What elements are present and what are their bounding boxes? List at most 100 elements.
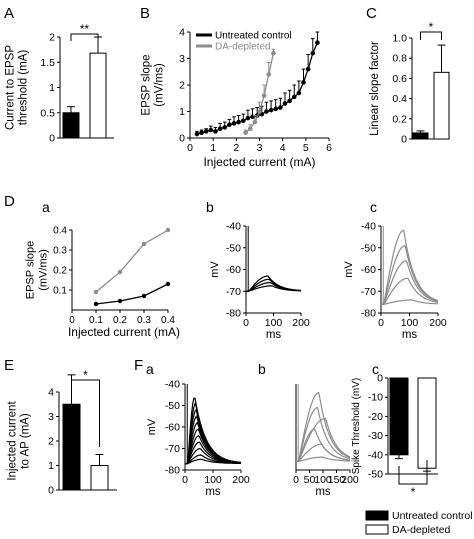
chart-Da-xtick-label: 0 <box>69 315 75 326</box>
chart-C-ytick-label: 0 <box>401 134 407 146</box>
chart-Da-ylabel: EPSP slope <box>25 241 37 300</box>
chart-Da-series-depleted-point <box>165 227 171 233</box>
chart-Fb-xtick-label: 50 <box>304 474 316 486</box>
figure-legend: Untreated control DA-depleted <box>365 510 473 536</box>
chart-Fb-trace <box>296 456 350 462</box>
chart-Dc-depleted-traces: -40 -50 -60 -70 -800 100 200 mV ms <box>343 221 447 342</box>
chart-Da-ytick-label: 0.4 <box>53 226 67 237</box>
chart-B-xtick-label: 3 <box>257 142 263 154</box>
chart-Db-ytick-label: -60 <box>226 264 241 276</box>
chart-B-series-control-point <box>231 121 237 126</box>
chart-B-series-control-point <box>273 106 279 112</box>
chart-A-ytick-label: 0.5 <box>40 107 55 119</box>
chart-Da-epsp-slope: 0.1 0.2 0.3 0.4 0 0.1 0.2 0.3 0.4 EPSP slope (mV/m… <box>25 226 181 340</box>
chart-E-ytick-label: 1 <box>48 460 54 472</box>
chart-C-bar-control <box>412 132 429 140</box>
panel-label-C: C <box>366 5 377 22</box>
panel-label-Db: b <box>206 199 214 215</box>
chart-B-series-control-point <box>282 101 288 106</box>
chart-C-bar-depleted <box>433 71 450 140</box>
chart-B-xlabel: Injected current (mA) <box>203 155 315 169</box>
chart-Da-series-depleted-point <box>117 269 123 275</box>
chart-B-series-control-point <box>315 40 320 45</box>
chart-Dc-ytick-label: -70 <box>361 286 376 298</box>
chart-B-series-depleted-point <box>266 72 272 77</box>
chart-Fa-xtick-label: 100 <box>204 474 222 486</box>
chart-Fc-sig-marker: * <box>411 485 416 499</box>
chart-B-ytick-label: 2 <box>179 80 185 92</box>
chart-B-xtick-label: 5 <box>303 142 309 154</box>
chart-B-ylabel: EPSP slope <box>141 54 153 115</box>
chart-E-ytick-label: 3 <box>48 411 54 423</box>
chart-Da-series-control-point <box>141 293 147 299</box>
chart-Da-ytick-label: 0.3 <box>53 246 67 257</box>
chart-B-series-control-point <box>291 94 297 100</box>
chart-Fc-ytick-label: -20 <box>368 411 383 423</box>
chart-Da-series-depleted-point <box>93 289 99 295</box>
chart-Db-control-traces: -40 -50 -60 -70 -800 100 200 mV ms <box>209 221 310 342</box>
chart-Fb-trace <box>296 391 351 462</box>
panel-label-D: D <box>4 193 15 210</box>
chart-B-epsp-slope-vs-current: 0 1 2 3 4 0 1 2 3 4 5 6 EPSP slope (mV/ms) Injected cu… <box>141 27 333 170</box>
chart-Fc-spike-threshold: 0 -10 -20 -30 -40 -50 Spike Threshold (mV) * <box>351 373 438 499</box>
chart-B-series-control-point <box>194 131 200 137</box>
panel-label-Dc: c <box>370 199 377 215</box>
chart-A-ylabel: Current to EPSP <box>5 45 17 130</box>
chart-C-ytick-label: 0.8 <box>392 53 407 65</box>
chart-Da-xtick-label: 0.1 <box>89 315 103 326</box>
chart-Fb-trace <box>296 417 351 462</box>
chart-Da-ylabel: (mV/ms) <box>38 249 50 291</box>
chart-C-sig-bracket <box>420 31 442 40</box>
chart-E-current-to-ap: 0 1 2 3 4 Injected current to AP (mA) * <box>7 368 117 497</box>
chart-Fa-ytick-label: -50 <box>165 400 180 412</box>
chart-B-ytick-label: 1 <box>179 106 185 118</box>
chart-Fa-xtick-label: 200 <box>232 474 250 486</box>
chart-E-ylabel: to AP (mA) <box>20 413 32 469</box>
chart-Dc-ytick-label: -80 <box>361 308 376 320</box>
chart-B-series-depleted-point <box>247 126 253 132</box>
chart-Db-trace <box>246 285 302 292</box>
panel-label-F: F <box>134 357 143 374</box>
chart-Da-series-control-point <box>93 301 99 307</box>
chart-Da-series-depleted-line <box>95 229 169 293</box>
chart-Fb-trace <box>296 443 351 462</box>
chart-E-bar-control <box>62 403 81 491</box>
chart-B-series-control-point <box>208 127 214 133</box>
chart-B-ytick-label: 3 <box>179 53 185 65</box>
chart-B-series-control-point <box>278 105 283 110</box>
chart-B-series-control-point <box>227 122 232 128</box>
chart-Fc-ytick-label: -30 <box>368 430 383 442</box>
chart-B-series-control-point <box>222 125 228 130</box>
chart-B-series-control-point <box>287 98 292 104</box>
chart-B-series-control-point <box>236 119 241 125</box>
chart-B-series-control-point <box>213 129 218 134</box>
chart-Da-ytick-label: 0.2 <box>53 266 67 277</box>
chart-B-xtick-label: 2 <box>233 142 239 154</box>
chart-Db-ytick-label: -70 <box>226 286 241 298</box>
chart-C-linear-slope-factor: 0 0.2 0.4 0.6 0.8 1.0 Linear slope factor * <box>369 20 450 146</box>
chart-B-series-depleted-point <box>257 109 262 114</box>
chart-B-series-control-point <box>217 126 223 132</box>
legend-swatch-depleted <box>365 524 389 535</box>
chart-A-ytick-label: 0 <box>49 133 55 145</box>
panel-label-Fa: a <box>146 361 154 377</box>
chart-A-ytick-label: 2 <box>49 32 55 44</box>
chart-Fa-ytick-label: -40 <box>165 379 180 391</box>
chart-B-xtick-label: 4 <box>280 142 286 154</box>
chart-Dc-trace <box>381 260 439 305</box>
chart-Fc-sig-bracket <box>398 460 428 485</box>
chart-E-sig-marker: * <box>83 368 88 382</box>
panel-label-A: A <box>4 5 14 22</box>
chart-E-bar-depleted <box>90 465 109 491</box>
legend-label-depleted: DA-depleted <box>392 524 451 536</box>
chart-Fc-bar-control <box>389 377 409 456</box>
chart-Fc-ytick-label: -40 <box>368 449 383 461</box>
chart-B-series-control-point <box>301 80 306 85</box>
chart-Dc-xtick-label: 100 <box>401 317 419 329</box>
chart-Fc-ytick-label: -10 <box>368 392 383 404</box>
chart-Dc-xlabel: ms <box>402 329 418 341</box>
chart-Fb-trace <box>296 406 351 462</box>
panel-label-E: E <box>4 357 14 374</box>
